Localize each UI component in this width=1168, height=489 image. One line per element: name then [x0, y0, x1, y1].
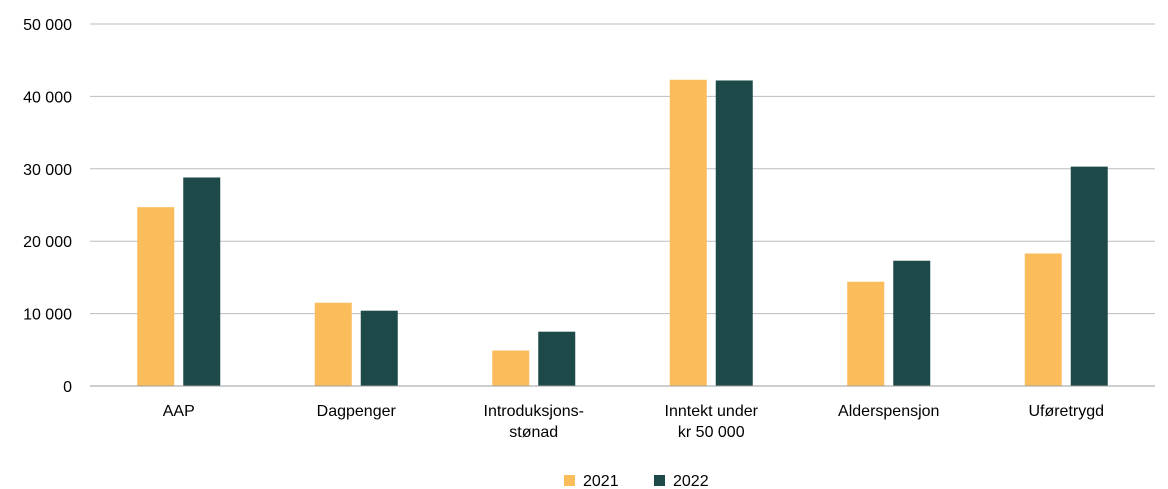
x-category-label-line: AAP — [163, 403, 195, 420]
bar-2022 — [1070, 166, 1108, 386]
x-category-label-line: Uføretrygd — [1028, 403, 1104, 420]
y-tick-label: 40 000 — [23, 89, 72, 106]
legend: 2021 2022 — [564, 473, 709, 489]
bar-2021 — [847, 281, 885, 386]
bar-2022 — [715, 80, 753, 387]
bar-2022 — [183, 177, 221, 386]
bar-2021 — [1024, 253, 1062, 386]
legend-label: 2021 — [583, 473, 619, 489]
x-category-label-line: Alderspensjon — [838, 403, 939, 420]
x-category-label: Dagpenger — [317, 403, 397, 420]
x-category-label: Inntekt under kr 50 000 — [665, 403, 759, 441]
x-category-label-line: Inntekt under — [665, 403, 759, 420]
x-category-label-line: Introduksjons- — [484, 403, 585, 420]
y-tick-label: 50 000 — [23, 17, 72, 34]
x-category-label: Uføretrygd — [1028, 403, 1104, 420]
y-tick-label: 0 — [63, 379, 72, 396]
bars — [137, 79, 1108, 387]
bar-2021 — [137, 207, 175, 386]
bar-2022 — [360, 310, 398, 386]
legend-label: 2022 — [673, 473, 709, 489]
x-category-label-line: stønad — [509, 424, 558, 441]
y-tick-label: 30 000 — [23, 162, 72, 179]
bar-2022 — [893, 260, 931, 386]
bar-2022 — [538, 331, 576, 386]
x-category-label: Introduksjons-stønad — [484, 403, 585, 441]
legend-swatch-2021 — [564, 475, 575, 486]
bar-2021 — [492, 350, 530, 386]
x-category-label-line: kr 50 000 — [678, 424, 745, 441]
bar-2021 — [669, 79, 707, 387]
legend-swatch-2022 — [654, 475, 665, 486]
x-category-label: AAP — [163, 403, 195, 420]
y-tick-label: 20 000 — [23, 234, 72, 251]
x-category-label: Alderspensjon — [838, 403, 939, 420]
y-axis-tick-labels: 0 10 000 20 000 30 000 40 000 50 000 — [23, 17, 72, 396]
gridlines — [90, 23, 1155, 315]
x-axis-category-labels: AAP Dagpenger Introduksjons-stønad Inntekt … — [163, 403, 1104, 441]
bar-2021 — [314, 302, 352, 386]
x-category-label-line: Dagpenger — [317, 403, 397, 420]
y-tick-label: 10 000 — [23, 307, 72, 324]
